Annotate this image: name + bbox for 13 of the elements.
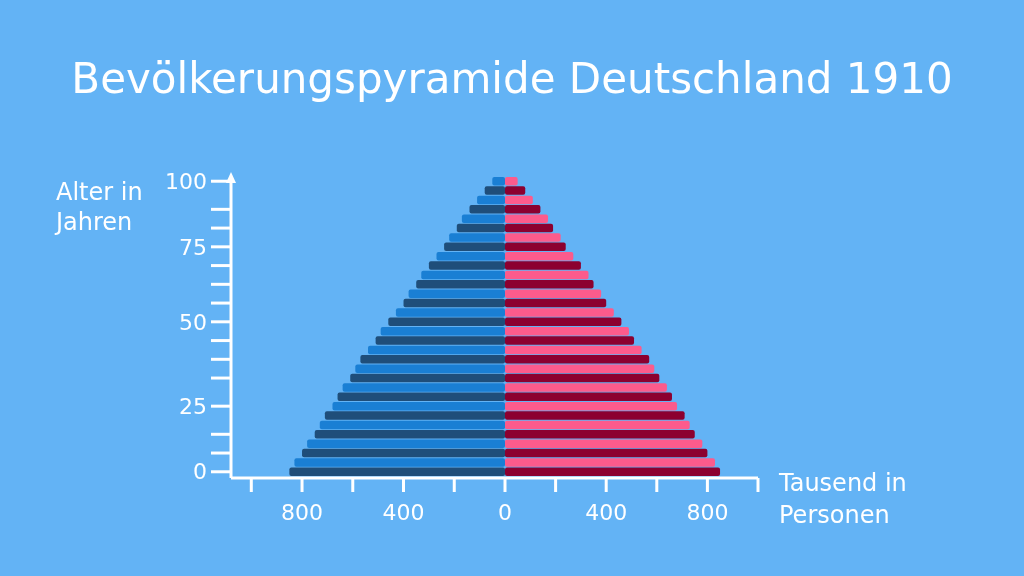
chart-title: Bevölkerungspyramide Deutschland 1910 (71, 54, 953, 103)
x-tick-label: 800 (281, 500, 324, 525)
x-axis-title: Tausend in Personen (778, 469, 907, 529)
x-tick-label: 400 (382, 500, 425, 525)
x-tick-label: 800 (686, 500, 729, 525)
x-tick-label: 400 (585, 500, 628, 525)
y-tick-label: 50 (179, 309, 207, 335)
y-tick-label: 100 (165, 168, 207, 194)
y-tick-label: 25 (179, 393, 207, 419)
x-tick-label: 0 (498, 500, 512, 525)
y-tick-label: 0 (193, 459, 207, 485)
y-axis-title: Alter in Jahren (54, 178, 143, 236)
y-tick-label: 75 (179, 234, 207, 260)
